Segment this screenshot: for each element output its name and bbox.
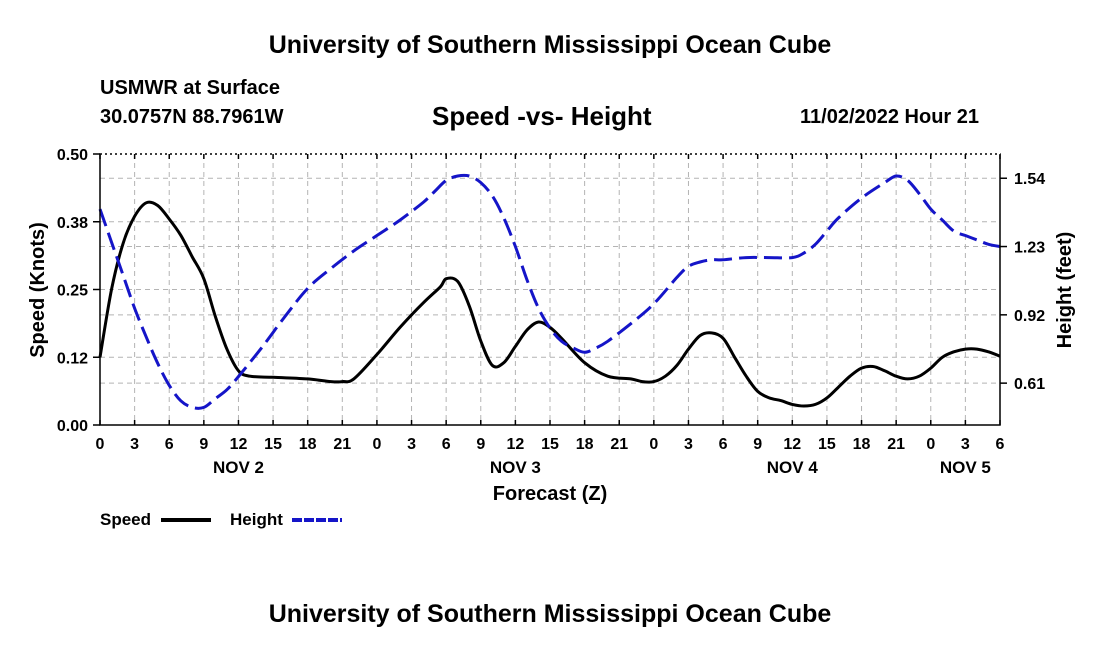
y2-tick-label: 0.92 [1014, 308, 1045, 325]
day-label: NOV 5 [940, 458, 991, 477]
x-tick-label: 6 [442, 436, 451, 453]
day-label: NOV 4 [767, 458, 819, 477]
x-tick-label: 21 [887, 436, 905, 453]
x-tick-label: 12 [506, 436, 524, 453]
x-tick-label: 3 [130, 436, 139, 453]
y2-tick-label: 1.54 [1014, 171, 1045, 188]
x-tick-label: 15 [264, 436, 282, 453]
x-tick-label: 15 [541, 436, 559, 453]
x-tick-label: 15 [818, 436, 836, 453]
x-tick-label: 21 [610, 436, 628, 453]
y-tick-label: 0.25 [57, 283, 88, 300]
page-title: University of Southern Mississippi Ocean… [268, 31, 832, 59]
x-tick-label: 18 [299, 436, 317, 453]
footer-title: University of Southern Mississippi Ocean… [268, 600, 832, 628]
x-tick-label: 0 [96, 436, 105, 453]
x-tick-label: 6 [719, 436, 728, 453]
x-tick-label: 18 [853, 436, 871, 453]
x-tick-label: 0 [649, 436, 658, 453]
legend-speed-label: Speed [100, 510, 152, 529]
x-tick-label: 12 [230, 436, 248, 453]
axis-ticks: 0 3 6 9 12 15 18 21 0 3 6 9 12 15 18 21 0 3 6 9 12 15 18 21 0 3 6N… [57, 147, 1045, 477]
x-tick-label: 0 [926, 436, 935, 453]
legend-speed-swatch [161, 518, 211, 522]
x-tick-label: 9 [476, 436, 485, 453]
y2-tick-label: 0.61 [1014, 376, 1045, 393]
x-tick-label: 9 [753, 436, 762, 453]
x-tick-label: 0 [372, 436, 381, 453]
forecast-datetime: 11/02/2022 Hour 21 [800, 106, 980, 128]
x-tick-label: 9 [199, 436, 208, 453]
x-tick-label: 6 [165, 436, 174, 453]
y-tick-label: 0.12 [57, 350, 88, 367]
x-tick-label: 3 [961, 436, 970, 453]
day-label: NOV 2 [213, 458, 264, 477]
x-tick-label: 3 [684, 436, 693, 453]
series-lines [98, 173, 1001, 410]
y2-tick-label: 1.23 [1014, 240, 1045, 257]
series-line-height [98, 173, 1001, 410]
y-axis-label: Speed (Knots) [27, 222, 49, 358]
series-line-speed [98, 200, 1001, 408]
x-axis-label: Forecast (Z) [493, 483, 607, 505]
chart-subtitle: Speed -vs- Height [432, 101, 652, 131]
x-tick-label: 18 [576, 436, 594, 453]
y-tick-label: 0.00 [57, 418, 88, 435]
x-tick-label: 12 [783, 436, 801, 453]
y-tick-label: 0.50 [57, 147, 88, 164]
legend-height-swatch [292, 518, 342, 522]
x-tick-label: 3 [407, 436, 416, 453]
station-label: USMWR at Surface [100, 77, 281, 99]
y-tick-label: 0.38 [57, 215, 88, 232]
y2-axis-label: Height (feet) [1054, 232, 1076, 349]
x-tick-label: 21 [333, 436, 351, 453]
x-tick-label: 6 [996, 436, 1005, 453]
coordinates-label: 30.0757N 88.7961W [100, 106, 284, 128]
day-label: NOV 3 [490, 458, 541, 477]
legend-height-label: Height [230, 510, 283, 529]
